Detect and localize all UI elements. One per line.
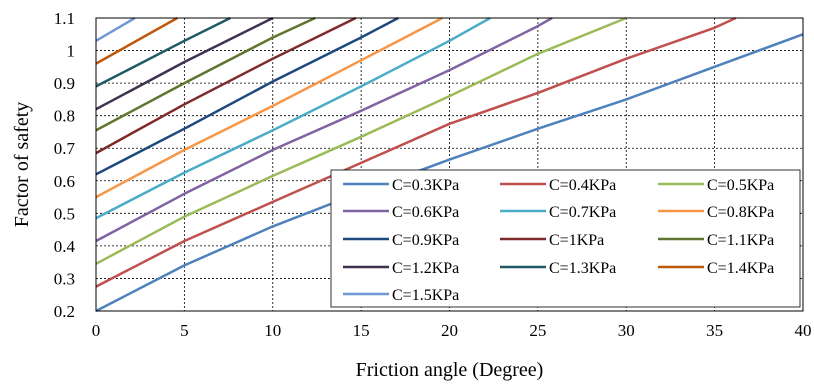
y-tick-label: 0.4 [54, 237, 76, 256]
y-tick-label: 0.9 [54, 74, 75, 93]
legend-label: C=0.8KPa [707, 204, 774, 221]
series-line [95, 16, 627, 265]
legend-box [330, 169, 801, 308]
legend-label: C=0.3KPa [392, 177, 459, 194]
series-line [95, 16, 231, 88]
legend-label: C=1KPa [549, 232, 604, 249]
legend-label: C=0.5KPa [707, 177, 774, 194]
y-tick-label: 0.5 [54, 204, 75, 223]
y-tick-label: 0.3 [54, 269, 75, 288]
legend-label: C=1.3KPa [549, 260, 616, 277]
series-line [95, 16, 136, 42]
x-tick-label: 15 [353, 321, 370, 340]
series-line [95, 16, 553, 243]
series-line [95, 16, 491, 220]
x-tick-label: 20 [441, 321, 458, 340]
series-line [95, 16, 443, 199]
x-tick-label: 25 [529, 321, 546, 340]
x-tick-label: 10 [264, 321, 281, 340]
x-tick-label: 5 [180, 321, 189, 340]
legend-label: C=0.4KPa [549, 177, 616, 194]
series-lines [95, 16, 804, 313]
y-tick-label: 1.1 [54, 9, 75, 28]
legend-label: C=0.9KPa [392, 232, 459, 249]
legend-label: C=0.6KPa [392, 204, 459, 221]
series-line [95, 16, 399, 176]
y-tick-label: 1 [67, 42, 76, 61]
x-tick-label: 30 [618, 321, 635, 340]
x-tick-label: 40 [795, 321, 812, 340]
series-line [95, 16, 274, 111]
y-tick-label: 0.6 [54, 172, 75, 191]
legend-label: C=1.4KPa [707, 260, 774, 277]
x-tick-labels: 0 5 10 15 20 25 30 35 40 [92, 321, 812, 340]
y-tick-label: 0.2 [54, 302, 75, 321]
series-line [95, 16, 178, 65]
x-tick-label: 35 [706, 321, 723, 340]
y-tick-label: 0.8 [54, 107, 75, 126]
series-line [95, 16, 357, 155]
legend-label: C=1.1KPa [707, 232, 774, 249]
legend-label: C=1.2KPa [392, 260, 459, 277]
y-tick-labels: 0.2 0.3 0.4 0.5 0.6 0.7 0.8 0.9 1 1.1 [54, 9, 76, 321]
series-line [95, 33, 804, 313]
series-line [95, 16, 737, 288]
legend-label: C=1.5KPa [392, 287, 459, 304]
x-tick-label: 0 [92, 321, 101, 340]
legend-label: C=0.7KPa [549, 204, 616, 221]
y-axis-title: Factor of safety [11, 102, 33, 228]
y-tick-label: 0.7 [54, 139, 76, 158]
x-axis-title: Friction angle (Degree) [356, 359, 544, 381]
plot-frame [95, 17, 804, 312]
legend: C=0.3KPa C=0.4KPa C=0.5KPa C=0.6KPa C=0.7KPa… [330, 169, 801, 308]
series-line [95, 16, 316, 132]
